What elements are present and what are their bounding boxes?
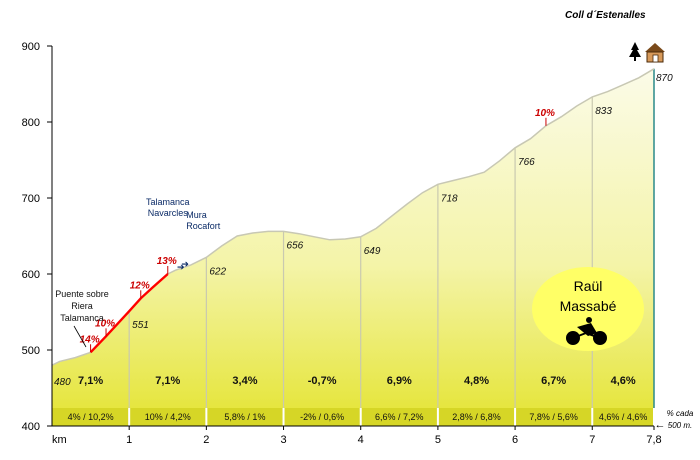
km-gradient-label: 6,9% bbox=[387, 375, 412, 387]
town-label: Rocafort bbox=[186, 221, 221, 231]
summit-arrow-icon: ← bbox=[655, 419, 666, 431]
town-arrow-icon: ➔ bbox=[177, 262, 185, 272]
y-tick-label: 900 bbox=[22, 41, 40, 53]
x-tick-label: 6 bbox=[512, 434, 518, 446]
y-tick-label: 500 bbox=[22, 345, 40, 357]
half-km-gradient-label: 10% / 4,2% bbox=[145, 412, 191, 422]
half-km-gradient-label: -2% / 0,6% bbox=[300, 412, 344, 422]
place-label: Talamanca bbox=[60, 313, 104, 323]
cyclist-icon bbox=[566, 317, 607, 345]
steep-marker-label: 10% bbox=[535, 108, 555, 119]
x-axis-label: km bbox=[52, 434, 67, 446]
steep-segment bbox=[89, 273, 169, 354]
km-gradient-label: 4,6% bbox=[611, 375, 636, 387]
km-gradient-label: 4,8% bbox=[464, 375, 489, 387]
elevation-label: 649 bbox=[364, 246, 381, 257]
elevation-label: 718 bbox=[441, 193, 458, 204]
place-label: Riera bbox=[71, 301, 93, 311]
half-km-note-line-1: % cada bbox=[667, 409, 694, 418]
x-tick-label: 7 bbox=[589, 434, 595, 446]
y-tick-label: 800 bbox=[22, 117, 40, 129]
town-label: Navarcles bbox=[148, 208, 189, 218]
elevation-label: 656 bbox=[287, 240, 304, 251]
km-gradient-label: 7,1% bbox=[155, 375, 180, 387]
elevation-label: 551 bbox=[132, 320, 149, 331]
km-gradient-label: 7,1% bbox=[78, 375, 103, 387]
elevation-label: 480 bbox=[54, 377, 71, 388]
km-gradient-label: 3,4% bbox=[232, 375, 257, 387]
x-tick-label: 5 bbox=[435, 434, 441, 446]
place-pointer bbox=[73, 325, 87, 348]
half-km-gradient-label: 2,8% / 6,8% bbox=[452, 412, 501, 422]
steep-marker-label: 13% bbox=[157, 256, 177, 267]
y-tick-label: 600 bbox=[22, 269, 40, 281]
elevation-label: 870 bbox=[656, 73, 673, 84]
x-tick-label: 4 bbox=[358, 434, 364, 446]
chart-title: Coll d´Estenalles bbox=[565, 10, 646, 21]
elevation-label: 833 bbox=[595, 106, 612, 117]
town-arrow-icon: ➔ bbox=[181, 259, 189, 269]
half-km-gradient-label: 4% / 10,2% bbox=[68, 412, 114, 422]
half-km-gradient-label: 7,8% / 5,6% bbox=[529, 412, 578, 422]
x-tick-label: 3 bbox=[280, 434, 286, 446]
x-tick-label: 1 bbox=[126, 434, 132, 446]
x-tick-label: 7,8 bbox=[646, 434, 661, 446]
author-badge: Raül Massabé bbox=[532, 267, 644, 351]
profile-area bbox=[52, 68, 654, 427]
elevation-label: 766 bbox=[518, 157, 535, 168]
half-km-gradient-label: 4,6% / 4,6% bbox=[599, 412, 648, 422]
half-km-note: % cada 500 m. bbox=[667, 409, 694, 430]
x-tick-label: 2 bbox=[203, 434, 209, 446]
gradient-band bbox=[52, 408, 654, 426]
author-last-name: Massabé bbox=[560, 298, 617, 314]
km-gradient-label: -0,7% bbox=[308, 375, 337, 387]
steep-marker-label: 10% bbox=[95, 318, 115, 329]
town-label: Talamanca bbox=[146, 197, 190, 207]
y-tick-label: 700 bbox=[22, 193, 40, 205]
tree-and-refuge-icon bbox=[629, 42, 665, 63]
km-gradient-label: 6,7% bbox=[541, 375, 566, 387]
steep-marker-label: 12% bbox=[130, 280, 150, 291]
y-tick-label: 400 bbox=[22, 421, 40, 433]
half-km-note-line-2: 500 m. bbox=[668, 421, 692, 430]
half-km-gradient-label: 6,6% / 7,2% bbox=[375, 412, 424, 422]
elevation-label: 622 bbox=[209, 266, 226, 277]
steep-marker-label: 14% bbox=[80, 334, 100, 345]
town-label: Mura bbox=[186, 210, 207, 220]
author-first-name: Raül bbox=[574, 278, 603, 294]
place-label: Puente sobre bbox=[55, 289, 109, 299]
half-km-gradient-label: 5,8% / 1% bbox=[224, 412, 265, 422]
